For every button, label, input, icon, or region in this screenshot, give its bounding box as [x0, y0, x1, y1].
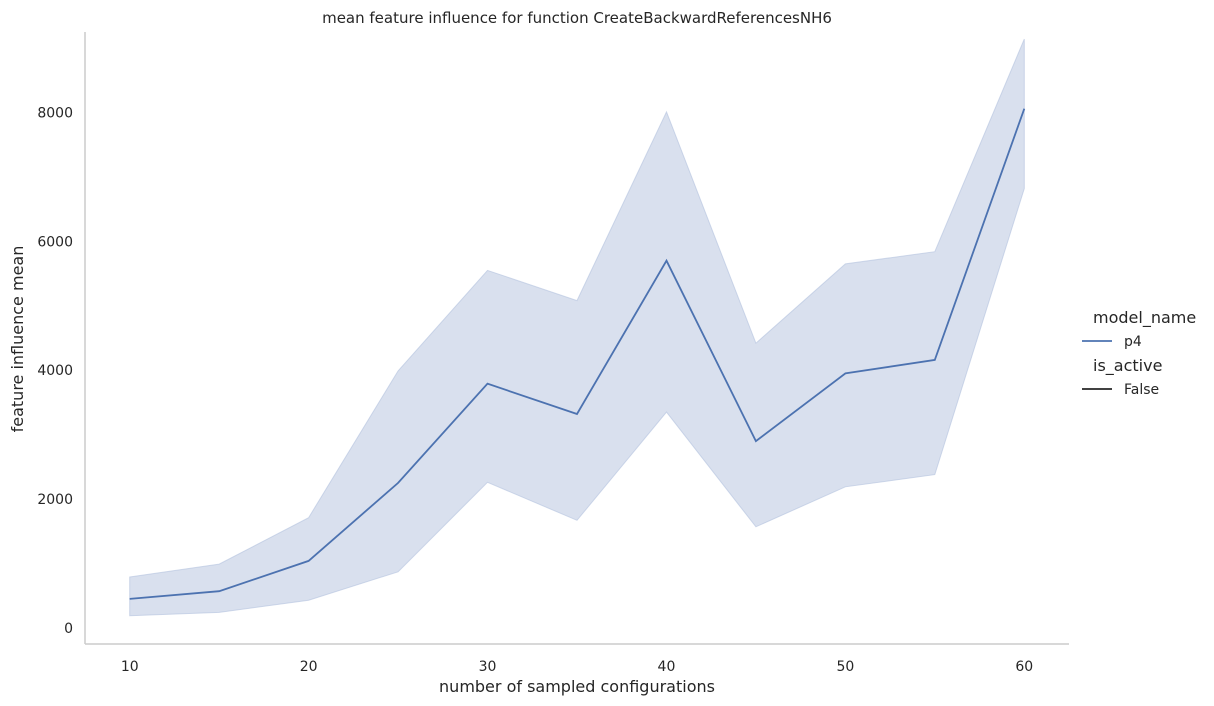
y-tick-label: 0	[64, 621, 73, 637]
legend-title-model-name: model_name	[1093, 308, 1196, 328]
y-tick-label: 8000	[37, 106, 73, 122]
data-point	[396, 481, 400, 485]
legend: model_name p4 is_active False	[1082, 308, 1196, 398]
legend-label-false: False	[1124, 382, 1159, 398]
x-tick-label: 30	[479, 659, 497, 675]
confidence-band	[129, 38, 1025, 617]
data-point	[933, 358, 937, 362]
x-tick-label: 10	[121, 659, 139, 675]
data-point	[128, 597, 132, 601]
x-tick-label: 20	[300, 659, 318, 675]
legend-label-p4: p4	[1124, 334, 1142, 350]
x-tick-label: 40	[658, 659, 676, 675]
y-tick-label: 4000	[37, 363, 73, 379]
data-point	[307, 559, 311, 563]
data-point	[843, 371, 847, 375]
x-tick-label: 60	[1015, 659, 1033, 675]
y-tick-label: 6000	[37, 234, 73, 250]
y-tick-label: 2000	[37, 492, 73, 508]
data-point	[1022, 107, 1026, 111]
data-point	[754, 439, 758, 443]
data-point	[486, 382, 490, 386]
x-axis-label: number of sampled configurations	[439, 677, 715, 696]
series-line-p4	[129, 108, 1026, 600]
data-point	[217, 589, 221, 593]
y-axis-label: feature influence mean	[8, 246, 27, 433]
y-axis-ticks: 0 2000 4000 6000 8000	[37, 106, 73, 637]
data-point	[664, 259, 668, 263]
data-point	[575, 412, 579, 416]
plot-area	[128, 38, 1026, 617]
x-axis-ticks: 10 20 30 40 50 60	[121, 659, 1033, 675]
legend-title-is-active: is_active	[1093, 356, 1162, 376]
x-tick-label: 50	[836, 659, 854, 675]
chart-title: mean feature influence for function Crea…	[322, 9, 832, 27]
